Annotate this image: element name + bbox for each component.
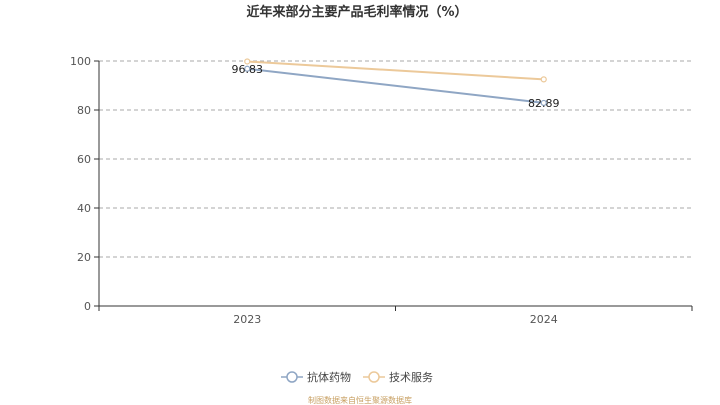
legend-label: 抗体药物 <box>307 370 351 384</box>
legend-marker <box>368 371 380 383</box>
data-point <box>244 65 251 72</box>
legend-item[interactable]: 抗体药物 <box>281 370 351 384</box>
chart-title: 近年来部分主要产品毛利率情况（%） <box>246 4 467 20</box>
x-tick-label: 2023 <box>233 313 261 326</box>
series-line <box>247 67 544 104</box>
y-tick-label: 20 <box>77 251 91 264</box>
data-point <box>540 76 547 83</box>
legend[interactable]: 抗体药物 技术服务 <box>281 370 433 384</box>
y-tick-label: 60 <box>77 153 91 166</box>
series-line <box>247 60 544 81</box>
data-label: 82.89 <box>528 97 560 110</box>
data-point <box>540 99 547 107</box>
source-note: 制图数据来自恒生聚源数据库 <box>308 395 412 405</box>
y-tick-label: 80 <box>77 104 91 117</box>
series-group <box>244 58 547 107</box>
grid <box>99 60 692 258</box>
data-label: 96.83 <box>232 63 264 76</box>
legend-marker <box>286 371 298 383</box>
legend-label: 技术服务 <box>389 371 433 384</box>
legend-item[interactable]: 技术服务 <box>363 371 433 384</box>
y-tick-label: 100 <box>70 55 91 68</box>
data-labels: 96.83 82.89 <box>232 63 560 110</box>
x-tick-label: 2024 <box>530 313 558 326</box>
y-tick-label: 40 <box>77 202 91 215</box>
data-point <box>244 58 251 65</box>
y-tick-label: 0 <box>84 300 91 313</box>
axes: 0 20 40 60 80 100 2023 2024 <box>70 55 693 326</box>
